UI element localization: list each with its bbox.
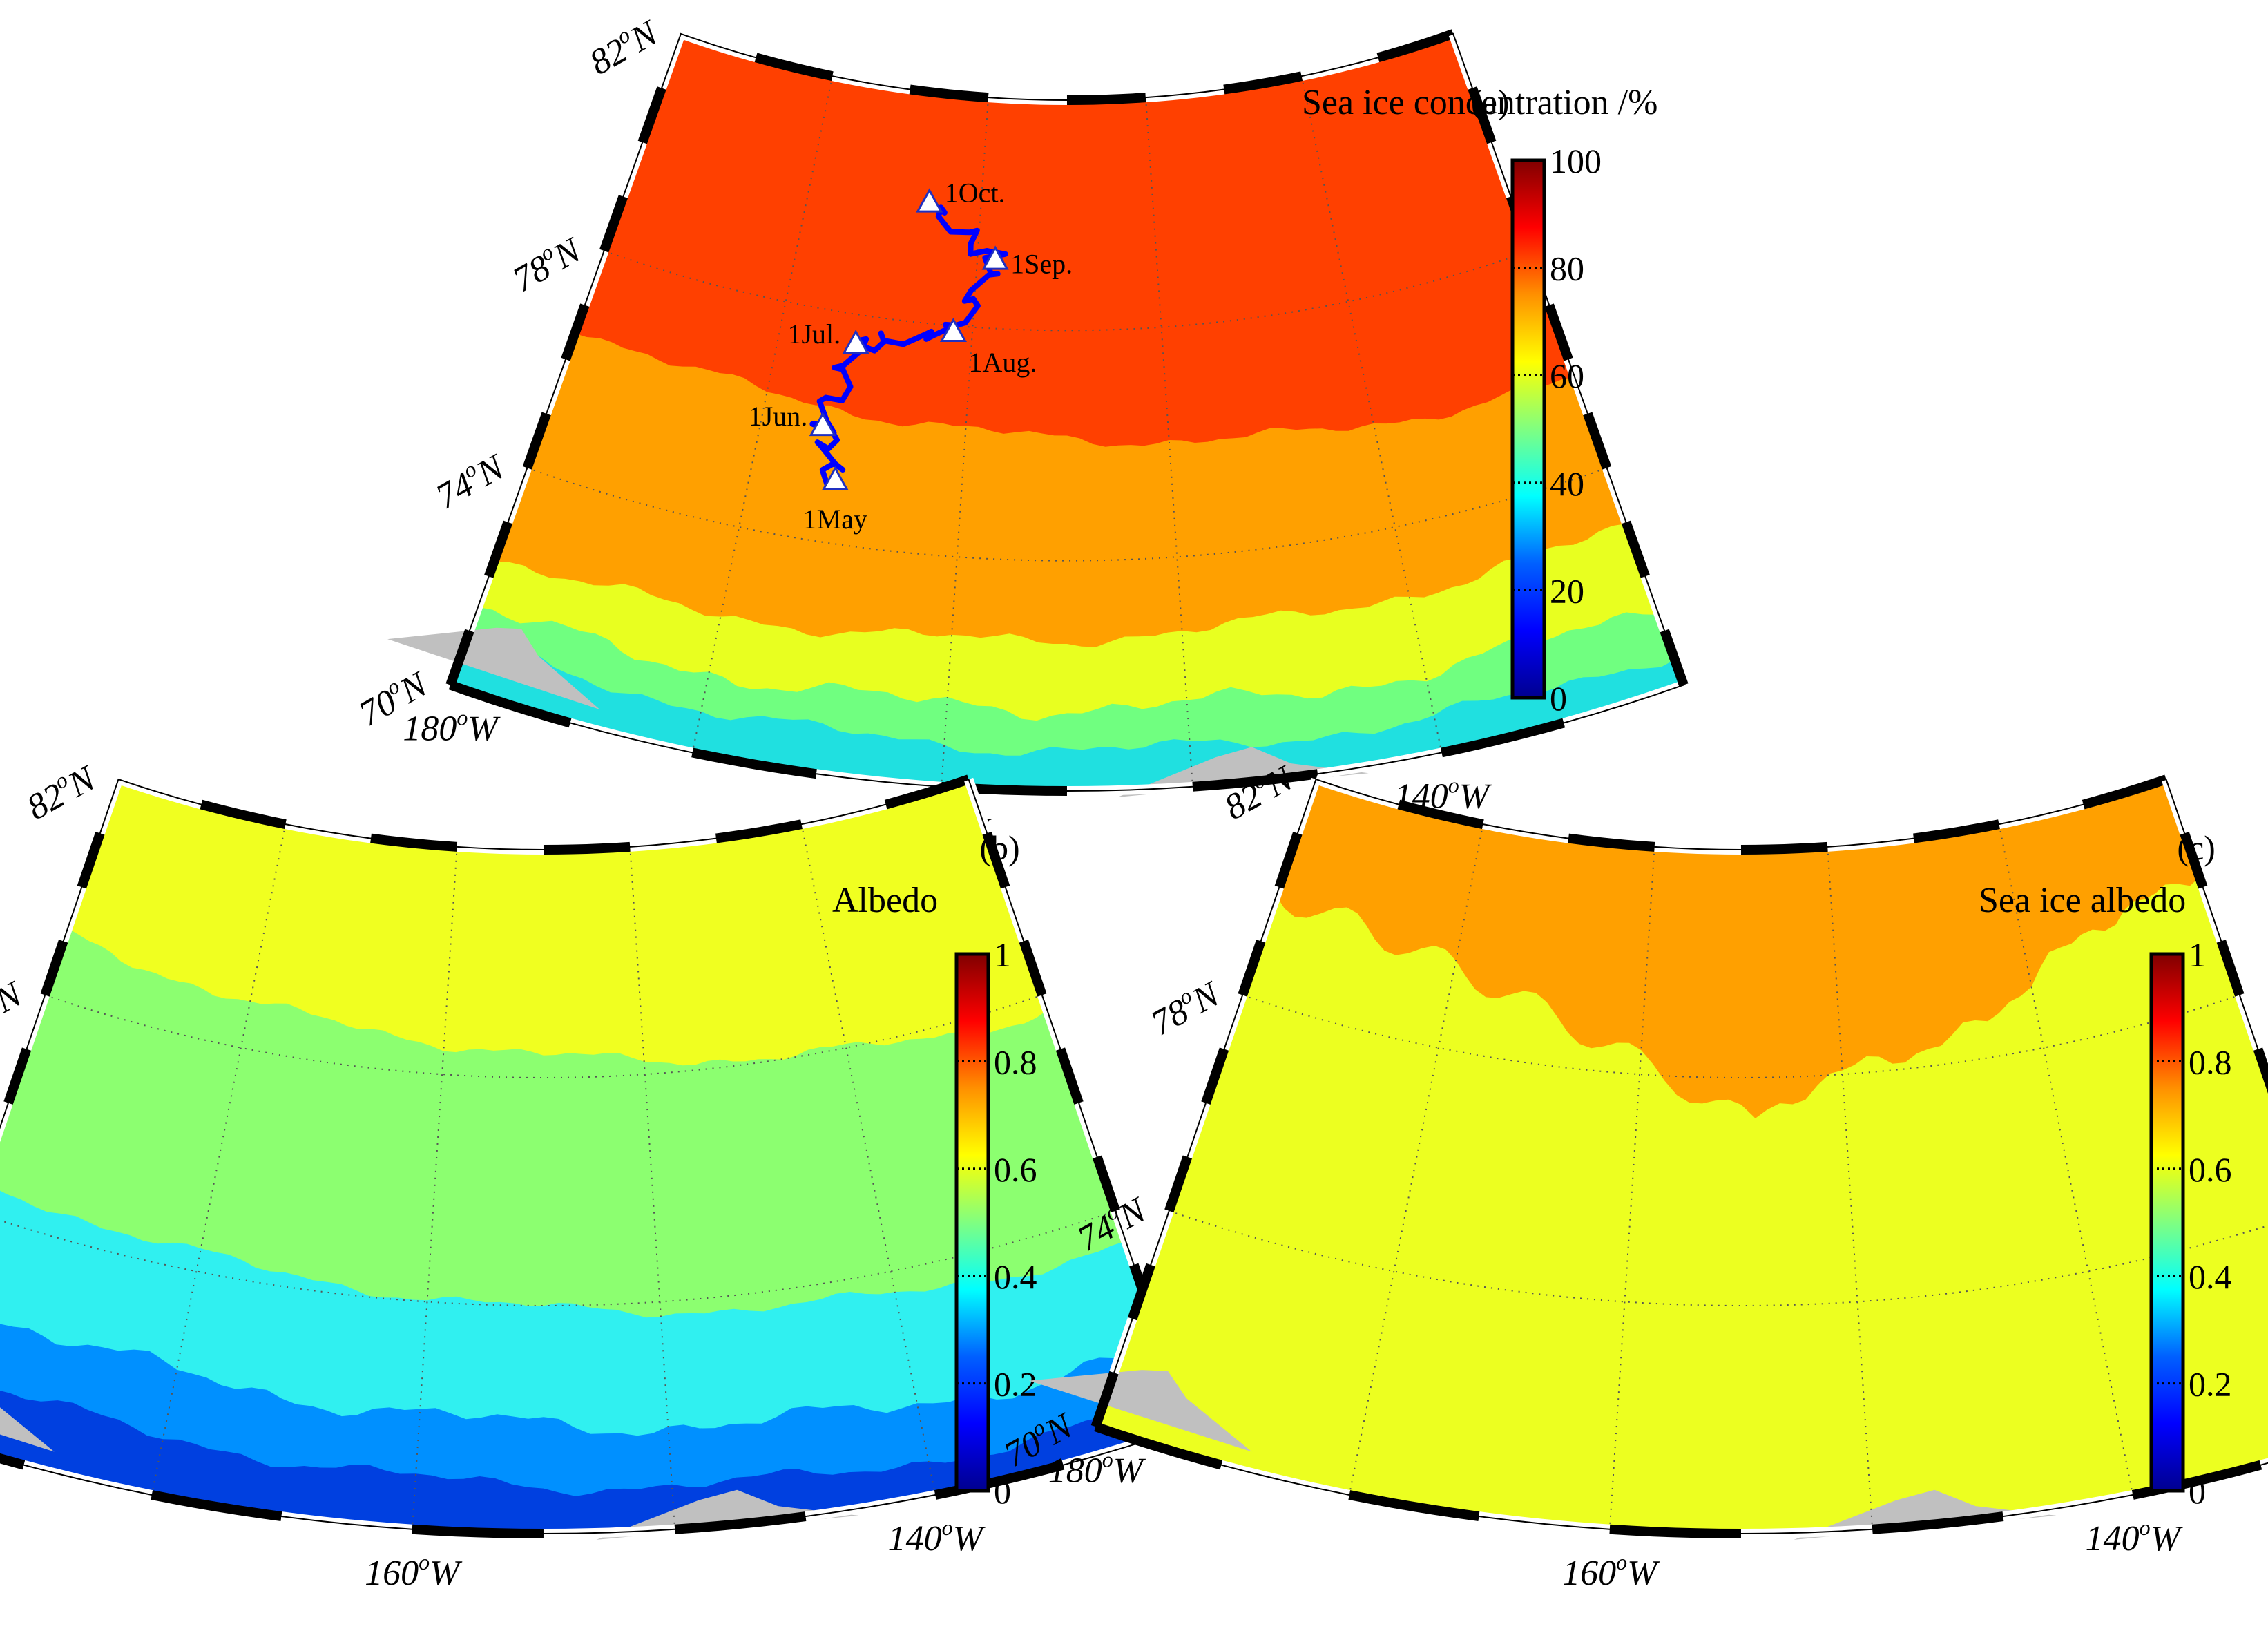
graticule-lon — [1300, 75, 1443, 753]
colorbar-tick-label: 60 — [1550, 356, 1584, 395]
lon-label: 160oW — [1562, 1549, 1660, 1593]
lat-label: 78oN — [504, 226, 589, 300]
colorbar-tick-label: 100 — [1550, 142, 1602, 180]
panel-tag: (c) — [2177, 828, 2216, 867]
panel-tag: (a) — [1471, 82, 1510, 121]
track-marker-label: 1Sep. — [1010, 249, 1073, 280]
map-panel-c: 82oN78oN74oN70oN180oW160oW140oW(c)10.80.… — [998, 758, 2268, 1593]
colorbar-title: Sea ice albedo — [1979, 881, 2186, 920]
lat-label: 78oN — [1143, 970, 1228, 1043]
map-panel-b: 82oN78oN74oN70oN180oW160oW140oW(b)10.80.… — [0, 754, 1194, 1593]
track-marker-label: 1Aug. — [968, 347, 1037, 378]
colorbar-title: Albedo — [832, 881, 938, 920]
colorbar-tick-label: 0 — [1550, 679, 1567, 718]
colorbar-tick-label: 80 — [1550, 249, 1584, 288]
map-outline — [1095, 778, 2268, 1535]
land-mask — [1028, 1370, 1252, 1452]
colorbar-title: Sea ice concentration /% — [1302, 83, 1657, 122]
lat-label: 78oN — [0, 970, 30, 1043]
panel-tag: (b) — [979, 828, 1019, 867]
colorbar-tick-label: 0 — [2189, 1472, 2206, 1511]
colorbar-tick-label: 40 — [1550, 464, 1584, 503]
track-marker-icon — [916, 188, 943, 213]
colorbar-tick-label: 0.8 — [994, 1042, 1037, 1081]
field-shore — [450, 637, 1684, 791]
colorbar — [954, 952, 990, 1493]
track-marker-icon — [939, 317, 968, 343]
colorbar-tick-label: 0.2 — [2189, 1365, 2232, 1404]
colorbar-tick-label: 1 — [2189, 935, 2206, 974]
graticule-lon — [941, 97, 990, 787]
track-marker-label: 1Jul. — [787, 318, 840, 350]
lat-label: 82oN — [581, 9, 666, 83]
lon-label: 160oW — [365, 1549, 463, 1593]
track-marker-icon — [981, 245, 1009, 270]
map-outline — [449, 32, 1685, 792]
graticule-lon — [691, 75, 834, 753]
colorbar-tick-label: 20 — [1550, 571, 1584, 610]
track-marker-label: 1Jun. — [749, 401, 808, 432]
map-panel-a: 82oN78oN74oN70oN180oW160oW140oW(a)100806… — [353, 9, 1689, 850]
field-south-wedge — [1095, 895, 2268, 1534]
colorbar-tick-label: 0.4 — [994, 1257, 1037, 1296]
land-mask — [387, 627, 600, 710]
lat-label: 82oN — [19, 754, 104, 828]
graticule-lon — [1144, 97, 1193, 787]
track-marker-icon — [842, 329, 869, 354]
colorbar-tick-label: 0.2 — [994, 1365, 1037, 1404]
colorbar — [1510, 158, 1546, 700]
field-shore — [0, 1391, 1189, 1534]
lon-label: 180oW — [403, 705, 501, 749]
graticule-lat — [0, 1210, 1116, 1307]
colorbar-tick-label: 1 — [994, 935, 1011, 974]
lon-label: 140oW — [888, 1515, 986, 1558]
track-marker-label: 1Oct. — [945, 177, 1006, 208]
track-marker-icon — [809, 411, 836, 437]
lon-label: 180oW — [1048, 1447, 1146, 1490]
land-mask — [0, 1407, 55, 1452]
lat-label: 74oN — [427, 443, 512, 517]
colorbar-tick-label: 0.4 — [2189, 1257, 2232, 1296]
lon-label: 140oW — [2086, 1515, 2184, 1558]
track-marker-label: 1May — [803, 504, 867, 535]
colorbar-tick-label: 0 — [994, 1472, 1011, 1511]
track-marker-icon — [821, 466, 849, 490]
colorbar-tick-label: 0.6 — [2189, 1150, 2232, 1189]
graticule-lat — [1169, 1210, 2268, 1307]
colorbar-tick-label: 0.6 — [994, 1150, 1037, 1189]
colorbar — [2149, 952, 2185, 1493]
colorbar-tick-label: 0.8 — [2189, 1042, 2232, 1081]
